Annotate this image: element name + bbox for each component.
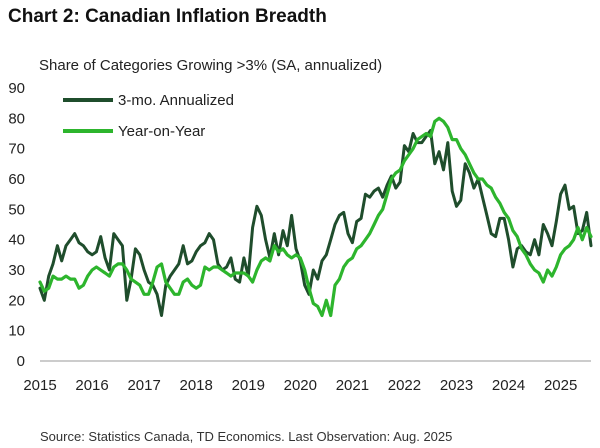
y-tick-label: 50 [8, 201, 25, 218]
x-tick-label: 2017 [127, 377, 160, 394]
x-tick-label: 2019 [232, 377, 265, 394]
y-tick-label: 70 [8, 141, 25, 158]
series-line-three-month-annualized [38, 129, 593, 317]
chart-legend: 3-mo. Annualized Year-on-Year [63, 92, 234, 140]
y-tick-label: 10 [8, 323, 25, 340]
y-tick-label: 20 [8, 292, 25, 309]
chart-title: Chart 2: Canadian Inflation Breadth [8, 6, 327, 27]
x-tick-label: 2021 [336, 377, 369, 394]
y-tick-label: 40 [8, 232, 25, 249]
series-line-year-on-year [38, 116, 593, 318]
x-tick-label: 2020 [284, 377, 317, 394]
legend-label: Year-on-Year [118, 123, 205, 140]
y-tick-label: 30 [8, 262, 25, 279]
x-tick-label: 2023 [440, 377, 473, 394]
chart-source: Source: Statistics Canada, TD Economics.… [40, 429, 453, 444]
y-tick-label: 90 [8, 80, 25, 97]
x-tick-label: 2025 [544, 377, 577, 394]
chart-series [38, 116, 593, 318]
x-tick-label: 2022 [388, 377, 421, 394]
x-tick-label: 2018 [180, 377, 213, 394]
x-tick-label: 2024 [492, 377, 525, 394]
legend-label: 3-mo. Annualized [118, 92, 234, 109]
y-tick-label: 80 [8, 110, 25, 127]
y-tick-label: 60 [8, 171, 25, 188]
x-tick-label: 2016 [75, 377, 108, 394]
x-tick-label: 2015 [23, 377, 56, 394]
chart-axes: 0 10 20 30 40 50 60 70 80 90 2015 2016 2017 2018 2019 2… [8, 80, 591, 394]
y-tick-label: 0 [17, 353, 25, 370]
chart-subtitle: Share of Categories Growing >3% (SA, ann… [39, 57, 383, 74]
